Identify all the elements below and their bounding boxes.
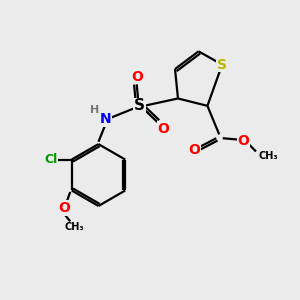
Text: Cl: Cl [44, 153, 58, 166]
Text: O: O [188, 143, 200, 157]
Text: O: O [261, 151, 270, 161]
Text: H: H [90, 105, 99, 115]
Text: O: O [58, 201, 70, 215]
Text: CH₃: CH₃ [65, 222, 85, 232]
Text: O: O [157, 122, 169, 136]
Text: S: S [217, 58, 227, 72]
Text: O: O [237, 134, 249, 148]
Text: O: O [131, 70, 143, 84]
Text: N: N [100, 112, 112, 126]
Text: S: S [134, 98, 145, 113]
Text: CH₃: CH₃ [259, 151, 279, 161]
